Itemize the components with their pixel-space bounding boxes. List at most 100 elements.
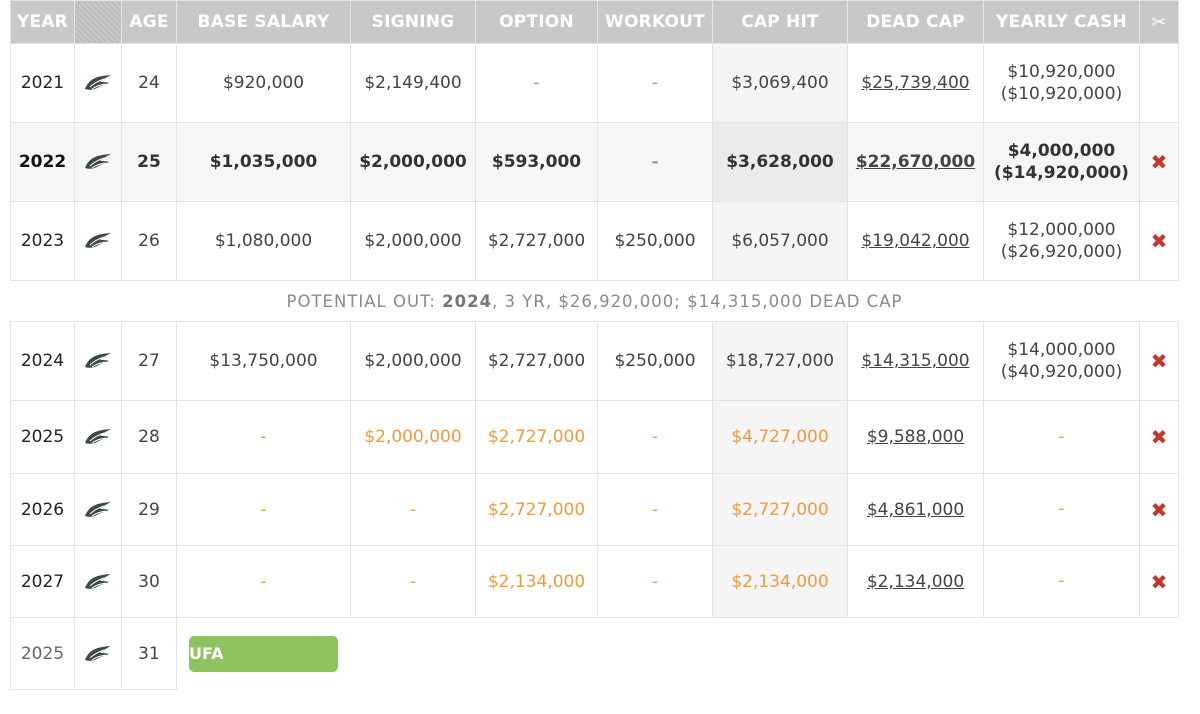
age-header[interactable]: AGE (121, 0, 177, 44)
yearly-cash-header[interactable]: YEARLY CASH (983, 0, 1140, 44)
team-logo-cell (74, 43, 122, 123)
yearly-cash-cell: - (983, 400, 1140, 474)
team-logo-cell (74, 473, 122, 546)
year-cell: 2026 (10, 473, 75, 546)
dead-cap-link[interactable]: $19,042,000 (861, 231, 970, 251)
release-cell[interactable]: ✖ (1139, 122, 1179, 202)
free-agent-row: 2025 31 UFA (10, 617, 1179, 690)
dead-cap-link[interactable]: $4,861,000 (866, 499, 965, 520)
workout-bonus-cell: $250,000 (597, 201, 713, 281)
option-bonus-value: $2,727,000 (487, 499, 586, 520)
option-bonus-cell: $593,000 (475, 122, 598, 202)
option-bonus-value: - (533, 73, 540, 93)
workout-bonus-value: $250,000 (614, 351, 696, 371)
age-cell: 28 (121, 400, 177, 474)
yearly-cash-value: $10,920,000 (1007, 61, 1116, 82)
signing-bonus-cell: $2,000,000 (350, 122, 476, 202)
workout-bonus-value: - (651, 427, 659, 447)
year-header[interactable]: YEAR (10, 0, 75, 44)
x-icon[interactable]: ✖ (1150, 569, 1168, 594)
potential-out-row: POTENTIAL OUT: 2024, 3 YR, $26,920,000; … (10, 280, 1179, 322)
year-value: 2023 (20, 231, 65, 251)
workout-bonus-cell: - (597, 122, 713, 202)
eagles-logo-icon (84, 572, 112, 592)
option-bonus-value: $2,727,000 (487, 427, 586, 447)
cumulative-cash-value: ($14,920,000) (994, 163, 1129, 183)
yearly-cash-value: - (1058, 571, 1065, 592)
release-cell[interactable]: ✖ (1139, 400, 1179, 474)
team-header (74, 0, 122, 44)
dead-cap-cell[interactable]: $19,042,000 (847, 201, 984, 281)
contract-year-row: 2023 26 $1,080,000 $2,000,000 $2,727,000 $250… (10, 201, 1179, 281)
release-cell[interactable]: ✖ (1139, 201, 1179, 281)
age-cell: 24 (121, 43, 177, 123)
ufa-cell: UFA (177, 618, 351, 690)
cap-hit-header[interactable]: CAP HIT (712, 0, 848, 44)
dead-cap-link[interactable]: $2,134,000 (866, 571, 965, 592)
base-salary-header[interactable]: BASE SALARY (176, 0, 351, 44)
year-cell: 2027 (10, 545, 75, 618)
yearly-cash-cell: $10,920,000 ($10,920,000) (983, 43, 1140, 123)
signing-bonus-cell: - (350, 473, 476, 546)
yearly-cash-value: - (1058, 426, 1065, 447)
x-icon[interactable]: ✖ (1150, 229, 1168, 253)
cap-hit-cell: $18,727,000 (712, 321, 848, 401)
base-salary-value: $1,080,000 (214, 231, 313, 251)
cumulative-cash-value: ($10,920,000) (1000, 84, 1123, 104)
release-cell (1139, 43, 1179, 123)
option-bonus-cell: $2,134,000 (475, 545, 598, 618)
option-header[interactable]: OPTION (475, 0, 598, 44)
base-salary-value: - (260, 499, 267, 520)
cap-hit-value: $2,727,000 (731, 499, 829, 520)
dead-cap-header[interactable]: DEAD CAP (847, 0, 984, 44)
x-icon[interactable]: ✖ (1150, 425, 1168, 449)
year-cell: 2025 (10, 617, 75, 690)
option-bonus-cell: $2,727,000 (475, 201, 598, 281)
header-row: YEAR AGE BASE SALARY SIGNING OPTION WORK… (10, 0, 1179, 44)
base-salary-cell: - (176, 473, 351, 546)
option-bonus-cell: $2,727,000 (475, 473, 598, 546)
workout-bonus-value: $250,000 (614, 231, 696, 251)
workout-bonus-value: - (651, 571, 659, 592)
year-value: 2025 (20, 427, 65, 447)
team-logo-cell (74, 122, 122, 202)
dead-cap-cell[interactable]: $2,134,000 (847, 545, 984, 618)
dead-cap-cell[interactable]: $4,861,000 (847, 473, 984, 546)
dead-cap-cell[interactable]: $25,739,400 (847, 43, 984, 123)
cap-hit-value: $4,727,000 (731, 427, 829, 447)
cap-hit-value: $18,727,000 (725, 351, 835, 371)
ufa-badge[interactable]: UFA (189, 635, 338, 672)
signing-bonus-value: $2,000,000 (359, 152, 467, 172)
x-icon[interactable]: ✖ (1150, 150, 1168, 174)
workout-bonus-value: - (651, 152, 659, 172)
age-value: 29 (138, 499, 160, 520)
dead-cap-cell[interactable]: $22,670,000 (847, 122, 984, 202)
yearly-cash-cell: $14,000,000 ($40,920,000) (983, 321, 1140, 401)
x-icon[interactable]: ✖ (1150, 349, 1168, 373)
signing-bonus-cell: $2,000,000 (350, 400, 476, 474)
x-icon[interactable]: ✖ (1150, 497, 1168, 522)
signing-header[interactable]: SIGNING (350, 0, 476, 44)
release-cell[interactable]: ✖ (1139, 545, 1179, 618)
year-cell: 2023 (10, 201, 75, 281)
team-logo-cell (74, 400, 122, 474)
dead-cap-link[interactable]: $22,670,000 (855, 152, 976, 172)
dead-cap-cell[interactable]: $9,588,000 (847, 400, 984, 474)
cap-hit-cell: $2,727,000 (712, 473, 848, 546)
base-salary-cell: $1,080,000 (176, 201, 351, 281)
age-cell: 31 (121, 617, 177, 690)
dead-cap-cell[interactable]: $14,315,000 (847, 321, 984, 401)
release-cell[interactable]: ✖ (1139, 473, 1179, 546)
base-salary-cell: $920,000 (176, 43, 351, 123)
base-salary-value: $920,000 (222, 73, 305, 93)
workout-header[interactable]: WORKOUT (597, 0, 713, 44)
release-cell[interactable]: ✖ (1139, 321, 1179, 401)
dead-cap-link[interactable]: $9,588,000 (866, 427, 965, 447)
option-bonus-value: $2,134,000 (487, 571, 586, 592)
dead-cap-link[interactable]: $14,315,000 (861, 351, 970, 371)
yearly-cash-value: $14,000,000 (1007, 339, 1116, 360)
eagles-logo-icon (84, 644, 112, 664)
base-salary-value: $1,035,000 (209, 152, 318, 172)
cap-hit-value: $6,057,000 (731, 231, 829, 251)
dead-cap-link[interactable]: $25,739,400 (861, 73, 970, 93)
